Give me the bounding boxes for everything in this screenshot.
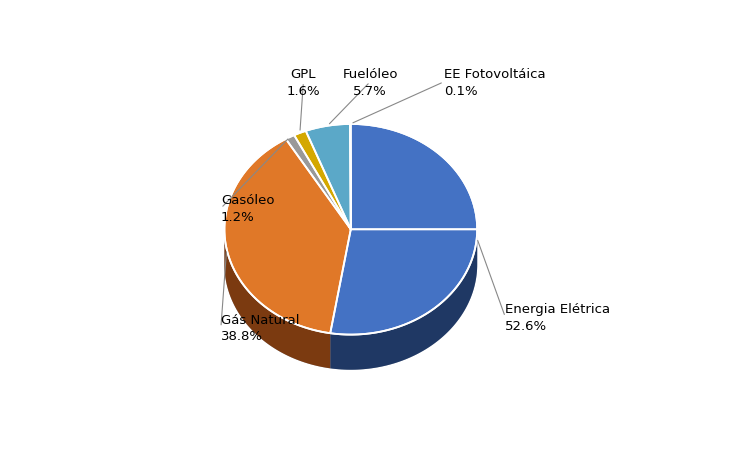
- Text: EE Fotovoltáica: EE Fotovoltáica: [444, 68, 545, 81]
- Text: Energia Elétrica: Energia Elétrica: [505, 303, 611, 316]
- Polygon shape: [224, 230, 477, 370]
- Text: 0.1%: 0.1%: [444, 84, 477, 97]
- Text: Gasóleo: Gasóleo: [221, 194, 274, 207]
- Polygon shape: [350, 125, 351, 230]
- Polygon shape: [306, 125, 351, 230]
- Polygon shape: [224, 140, 351, 334]
- Text: Fuelóleo: Fuelóleo: [343, 68, 398, 81]
- Polygon shape: [224, 230, 331, 369]
- Text: Gás Natural: Gás Natural: [221, 313, 300, 326]
- Polygon shape: [331, 230, 477, 370]
- Polygon shape: [286, 136, 351, 230]
- Text: GPL: GPL: [291, 68, 316, 81]
- Polygon shape: [351, 125, 477, 230]
- Text: 38.8%: 38.8%: [221, 329, 263, 343]
- Polygon shape: [294, 131, 351, 230]
- Text: 52.6%: 52.6%: [505, 319, 547, 332]
- Text: 1.6%: 1.6%: [287, 84, 320, 97]
- Text: 5.7%: 5.7%: [353, 84, 387, 97]
- Polygon shape: [331, 230, 477, 335]
- Text: 1.2%: 1.2%: [221, 211, 255, 223]
